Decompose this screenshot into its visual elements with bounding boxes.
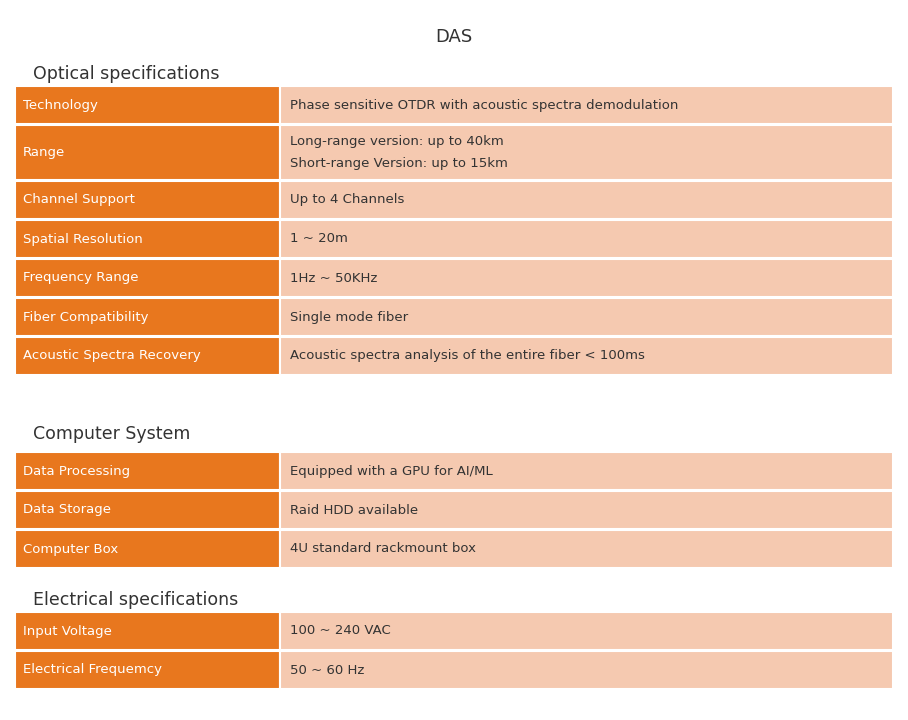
Text: Acoustic spectra analysis of the entire fiber < 100ms: Acoustic spectra analysis of the entire … [290,349,645,362]
Bar [15,651,280,689]
Bar [15,530,280,568]
Text: 100 ~ 240 VAC: 100 ~ 240 VAC [290,624,390,637]
Text: Electrical specifications: Electrical specifications [33,591,238,609]
Text: Frequency Range: Frequency Range [23,271,139,284]
Bar [280,181,893,219]
Text: Computer Box: Computer Box [23,542,118,556]
Bar [280,337,893,375]
Text: Long-range version: up to 40km: Long-range version: up to 40km [290,135,504,148]
Bar [15,337,280,375]
Bar [15,612,280,650]
Text: Short-range Version: up to 15km: Short-range Version: up to 15km [290,157,508,170]
Text: Technology: Technology [23,99,98,112]
Bar [15,181,280,219]
Bar [280,125,893,180]
Bar [280,612,893,650]
Text: Equipped with a GPU for AI/ML: Equipped with a GPU for AI/ML [290,464,493,477]
Text: Up to 4 Channels: Up to 4 Channels [290,194,404,207]
Bar [15,125,280,180]
Text: Computer System: Computer System [33,425,191,443]
Bar [280,298,893,336]
Text: Spatial Resolution: Spatial Resolution [23,233,143,246]
Text: Raid HDD available: Raid HDD available [290,503,418,516]
Bar [15,259,280,297]
Text: 50 ~ 60 Hz: 50 ~ 60 Hz [290,664,364,677]
Text: Single mode fiber: Single mode fiber [290,310,408,323]
Bar [280,220,893,258]
Bar [280,259,893,297]
Bar [280,452,893,490]
Bar [280,530,893,568]
Text: Input Voltage: Input Voltage [23,624,112,637]
Text: Optical specifications: Optical specifications [33,65,220,83]
Bar [280,86,893,124]
Bar [280,491,893,529]
Bar [15,86,280,124]
Bar [15,220,280,258]
Bar [15,452,280,490]
Text: Phase sensitive OTDR with acoustic spectra demodulation: Phase sensitive OTDR with acoustic spect… [290,99,678,112]
Bar [15,298,280,336]
Text: Fiber Compatibility: Fiber Compatibility [23,310,149,323]
Text: Data Storage: Data Storage [23,503,111,516]
Text: Data Processing: Data Processing [23,464,130,477]
Text: 4U standard rackmount box: 4U standard rackmount box [290,542,476,556]
Text: Channel Support: Channel Support [23,194,135,207]
Text: Acoustic Spectra Recovery: Acoustic Spectra Recovery [23,349,201,362]
Text: Range: Range [23,146,65,159]
Text: Electrical Frequemcy: Electrical Frequemcy [23,664,162,677]
Bar [280,651,893,689]
Text: 1Hz ~ 50KHz: 1Hz ~ 50KHz [290,271,378,284]
Text: DAS: DAS [435,28,473,46]
Text: 1 ~ 20m: 1 ~ 20m [290,233,348,246]
Bar [15,491,280,529]
